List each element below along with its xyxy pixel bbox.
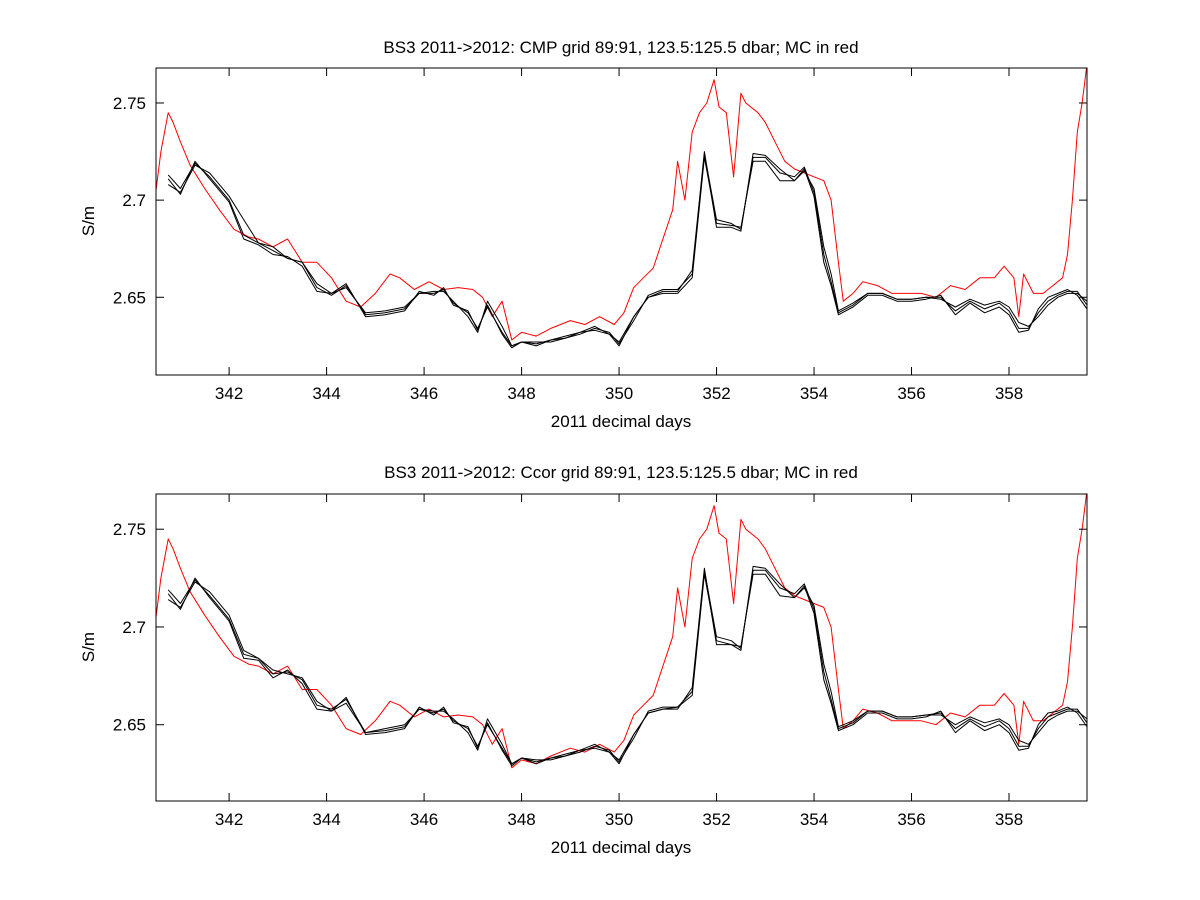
plot-area	[156, 494, 1087, 801]
tick-layer: 342 344 346 348 350 352 354 356 358 2.65 2.7 2.75	[113, 68, 1087, 403]
x-axis-label: 2011 decimal days	[551, 412, 692, 431]
x-tick-label: 350	[605, 810, 633, 829]
x-tick-label: 342	[215, 384, 243, 403]
x-tick-label: 356	[897, 384, 925, 403]
y-tick-label: 2.7	[122, 191, 146, 210]
y-axis-label: S/m	[79, 206, 98, 236]
series-line-mc-red	[156, 68, 1087, 341]
y-tick-label: 2.7	[122, 618, 146, 637]
x-tick-label: 348	[507, 810, 535, 829]
series-layer	[156, 68, 1087, 349]
series-line-black-2	[167, 153, 1087, 347]
y-axis-label: S/m	[79, 632, 98, 662]
tick-layer: 342 344 346 348 350 352 354 356 358 2.65 2.7 2.75	[113, 494, 1087, 829]
chart-title: BS3 2011->2012: CMP grid 89:91, 123.5:12…	[383, 38, 858, 57]
x-tick-label: 344	[312, 810, 340, 829]
x-tick-label: 356	[897, 810, 925, 829]
x-tick-label: 352	[702, 384, 730, 403]
axes-box	[155, 67, 1088, 376]
y-tick-label: 2.75	[113, 94, 146, 113]
x-tick-label: 344	[312, 384, 340, 403]
x-tick-label: 354	[800, 384, 828, 403]
series-line-black-3	[167, 151, 1087, 349]
x-tick-label: 346	[410, 384, 438, 403]
x-tick-label: 352	[702, 810, 730, 829]
y-tick-label: 2.65	[113, 288, 146, 307]
x-tick-label: 358	[995, 384, 1023, 403]
x-tick-label: 346	[410, 810, 438, 829]
series-line-black-3	[167, 565, 1087, 767]
x-tick-label: 354	[800, 810, 828, 829]
series-layer	[156, 494, 1087, 769]
y-tick-label: 2.75	[113, 520, 146, 539]
x-tick-label: 342	[215, 810, 243, 829]
series-line-black-1	[167, 156, 1087, 347]
chart-title: BS3 2011->2012: Ccor grid 89:91, 123.5:1…	[384, 463, 858, 482]
y-tick-label: 2.65	[113, 716, 146, 735]
chart-panel-bottom: 342 344 346 348 350 352 354 356 358 2.65 2.7 2.75 B…	[79, 463, 1088, 857]
series-line-mc-red	[156, 494, 1087, 769]
chart-panel-top: 342 344 346 348 350 352 354 356 358 2.65 2.7 2.75 B…	[79, 38, 1088, 431]
x-tick-label: 350	[605, 384, 633, 403]
x-tick-label: 358	[995, 810, 1023, 829]
x-tick-label: 348	[507, 384, 535, 403]
plot-area	[156, 68, 1087, 375]
x-axis-label: 2011 decimal days	[551, 838, 692, 857]
axes-box	[155, 493, 1088, 802]
